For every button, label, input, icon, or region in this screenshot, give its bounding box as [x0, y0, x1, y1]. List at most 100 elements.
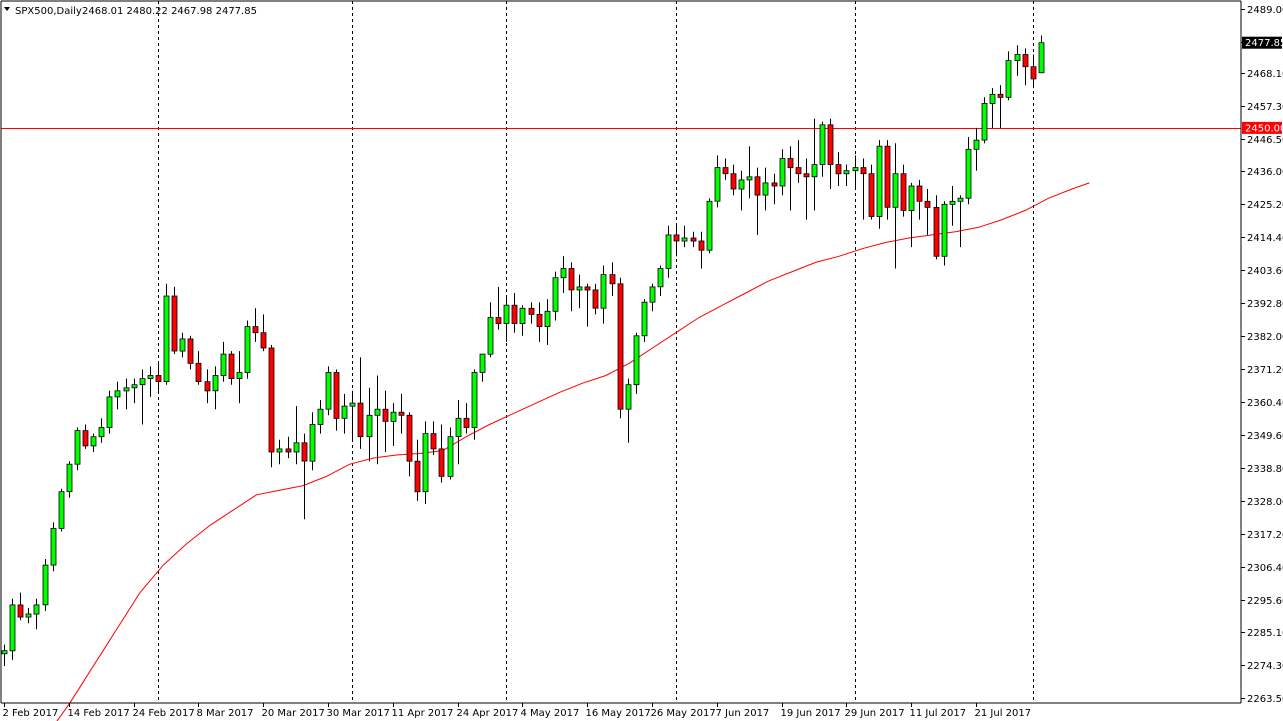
candle-19: [155, 363, 162, 391]
candle-112: [908, 182, 915, 248]
candle-body-65: [528, 307, 535, 315]
x-tick-label-0: 2 Feb 2017: [3, 708, 59, 719]
candle-61: [495, 286, 502, 330]
candle-body-49: [398, 411, 405, 416]
candle-body-60: [487, 317, 494, 355]
time-axis[interactable]: 2 Feb 2017 14 Feb 2017 24 Feb 2017 8 Mar 20…: [3, 703, 1032, 719]
candle-body-51: [414, 460, 421, 493]
candle-15: [123, 378, 130, 410]
dropdown-triangle-icon[interactable]: [4, 7, 10, 11]
candle-9: [74, 427, 81, 471]
candle-body-39: [317, 408, 324, 425]
candle-81: [657, 265, 664, 296]
candle-104: [843, 164, 850, 186]
candle-22: [179, 332, 186, 358]
candle-body-21: [171, 295, 178, 352]
candle-82: [665, 225, 672, 278]
candle-body-114: [924, 200, 931, 208]
candle-78: [633, 332, 640, 394]
candle-body-118: [957, 197, 964, 202]
last-price-tag: 2477.85: [1242, 36, 1283, 49]
candle-106: [860, 158, 867, 220]
candle-body-87: [706, 200, 713, 251]
candle-body-99: [803, 173, 810, 178]
candle-87: [706, 198, 713, 254]
candle-107: [868, 164, 875, 220]
candle-32: [260, 314, 267, 352]
candle-body-103: [835, 164, 842, 175]
candle-body-107: [868, 173, 875, 217]
candle-body-2: [17, 604, 24, 618]
candle-101: [819, 121, 826, 177]
candle-body-56: [455, 417, 462, 437]
candle-body-9: [74, 430, 81, 465]
candle-40: [325, 366, 332, 416]
candle-72: [584, 283, 591, 327]
candle-body-58: [471, 372, 478, 428]
candle-body-108: [876, 145, 883, 217]
candle-69: [560, 256, 567, 293]
candle-body-27: [220, 353, 227, 376]
ma-line: [56, 182, 1090, 721]
candle-body-34: [276, 448, 283, 453]
x-tick-label-6: 11 Apr 2017: [392, 708, 454, 719]
candle-128: [1038, 35, 1045, 74]
candle-70: [568, 262, 575, 312]
candle-body-55: [447, 436, 454, 477]
candle-94: [762, 167, 769, 211]
candle-26: [212, 366, 219, 410]
y-tick-label-11: 2371.20: [1247, 365, 1283, 376]
candle-119: [965, 137, 972, 205]
candle-125: [1014, 45, 1021, 76]
x-tick-label-11: 7 Jun 2017: [716, 708, 770, 719]
candle-body-127: [1030, 66, 1037, 80]
candle-25: [204, 369, 211, 404]
candles: [1, 35, 1045, 666]
candle-97: [787, 146, 794, 211]
candle-body-109: [884, 145, 891, 208]
candle-16: [131, 378, 138, 404]
candle-body-94: [762, 182, 769, 196]
candle-53: [430, 421, 437, 455]
candle-body-101: [819, 124, 826, 165]
candle-27: [220, 341, 227, 382]
candle-52: [422, 421, 429, 504]
candle-30: [244, 320, 251, 379]
candle-body-105: [852, 167, 859, 172]
y-tick-label-10: 2382.00: [1247, 332, 1283, 343]
candle-76: [617, 277, 624, 419]
y-tick-label-21: 2263.50: [1247, 694, 1283, 705]
candle-67: [544, 299, 551, 345]
candle-body-61: [495, 317, 502, 324]
candle-body-54: [438, 448, 445, 477]
candle-body-36: [293, 442, 300, 453]
candle-29: [236, 351, 243, 404]
candle-body-16: [131, 384, 138, 389]
candle-80: [649, 283, 656, 312]
candle-37: [301, 433, 308, 520]
candle-body-37: [301, 442, 308, 462]
candle-body-64: [519, 307, 526, 324]
candle-body-69: [560, 268, 567, 279]
last-price-tag-bg: [1242, 36, 1282, 49]
candle-body-11: [90, 436, 97, 447]
candle-23: [187, 335, 194, 370]
candle-body-29: [236, 372, 243, 379]
candle-body-67: [544, 310, 551, 327]
candle-24: [195, 351, 202, 385]
y-tick-label-8: 2403.60: [1247, 266, 1283, 277]
candle-88: [714, 155, 721, 208]
candle-113: [916, 179, 923, 220]
candle-body-128: [1038, 42, 1045, 74]
candle-18: [147, 366, 154, 397]
candle-body-62: [503, 304, 510, 324]
y-tick-label-20: 2274.30: [1247, 661, 1283, 672]
candle-124: [1005, 51, 1012, 101]
candle-49: [398, 393, 405, 434]
candle-117: [949, 186, 956, 226]
candle-body-102: [827, 124, 834, 165]
candle-body-97: [787, 158, 794, 169]
symbol-label: SPX500,Daily: [15, 6, 82, 17]
